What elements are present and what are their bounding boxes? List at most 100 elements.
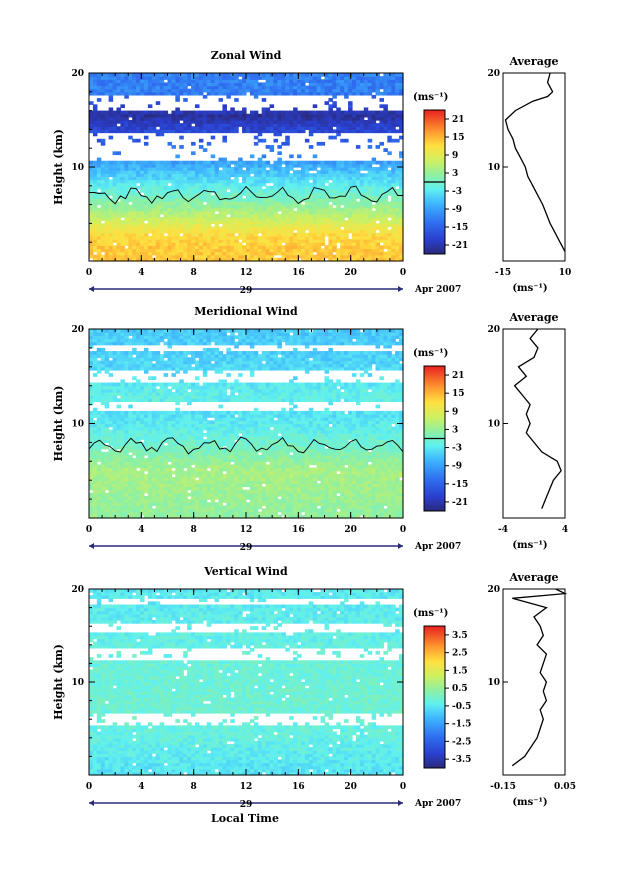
heatmap-cell — [108, 182, 114, 187]
heatmap-cell — [253, 254, 259, 259]
heatmap-cell — [351, 88, 357, 93]
heatmap-cell — [234, 226, 239, 231]
heatmap-cell — [194, 195, 200, 199]
heatmap-cell — [132, 204, 137, 209]
heatmap-cell — [273, 126, 278, 130]
heatmap-cell — [261, 138, 267, 143]
heatmap-cell — [143, 85, 149, 90]
heatmap-cell — [391, 239, 396, 243]
heatmap-cell — [371, 116, 377, 121]
heatmap-cell — [332, 242, 337, 246]
heatmap-cell — [155, 179, 161, 184]
heatmap-cell — [249, 192, 255, 196]
heatmap-cell — [183, 163, 188, 168]
heatmap-cell — [242, 79, 247, 83]
heatmap-cell — [89, 101, 94, 105]
heatmap-cell — [202, 245, 208, 250]
heatmap-cell — [387, 173, 392, 177]
heatmap-cell — [261, 82, 267, 87]
heatmap-cell — [246, 79, 251, 83]
heatmap-cell — [324, 201, 330, 206]
heatmap-cell — [151, 192, 157, 196]
heatmap-cell — [218, 226, 224, 231]
heatmap-cell — [112, 188, 118, 193]
heatmap-cell — [308, 217, 314, 221]
x-tick-label: 20 — [344, 268, 357, 278]
heatmap-cell — [108, 192, 114, 196]
heatmap-cell — [387, 160, 392, 165]
heatmap-cell — [246, 129, 251, 134]
heatmap-cell — [355, 248, 361, 253]
heatmap-cell — [371, 195, 377, 199]
heatmap-cell — [269, 79, 275, 83]
heatmap-cell — [132, 245, 137, 250]
heatmap-cell — [289, 176, 294, 181]
heatmap-cell — [132, 214, 137, 218]
heatmap-cell — [206, 113, 212, 118]
heatmap-cell — [167, 129, 173, 134]
heatmap-cell — [344, 188, 349, 193]
heatmap-cell — [269, 242, 275, 246]
heatmap-cell — [100, 160, 106, 165]
heatmap-cell — [285, 198, 290, 203]
heatmap-cell — [351, 235, 357, 240]
heatmap-cell — [104, 116, 110, 121]
heatmap-cell — [108, 254, 114, 259]
heatmap-cell — [234, 229, 239, 234]
heatmap-cell — [136, 223, 141, 228]
heatmap-cell — [332, 245, 337, 250]
heatmap-cell — [383, 182, 388, 187]
heatmap-cell — [336, 176, 341, 181]
heatmap-cell — [202, 148, 208, 152]
heatmap-cell — [285, 204, 290, 209]
heatmap-cell — [175, 170, 180, 174]
heatmap-cell — [261, 160, 267, 165]
heatmap-cell — [132, 254, 137, 259]
heatmap-cell — [198, 214, 204, 218]
heatmap-cell — [297, 110, 302, 115]
heatmap-cell — [391, 160, 396, 165]
heatmap-cell — [96, 129, 102, 134]
heatmap-cell — [253, 82, 259, 87]
heatmap-cell — [96, 167, 102, 171]
heatmap-cell — [348, 129, 353, 134]
heatmap-cell — [344, 232, 349, 237]
heatmap-cell — [340, 113, 345, 118]
heatmap-cell — [304, 85, 310, 90]
heatmap-cell — [308, 116, 314, 121]
heatmap-cell — [273, 248, 278, 253]
heatmap-cell — [344, 179, 349, 184]
heatmap-cell — [379, 110, 384, 115]
heatmap-cell — [375, 195, 381, 199]
heatmap-cell — [257, 223, 263, 228]
heatmap-cell — [96, 113, 102, 118]
heatmap-cell — [175, 201, 180, 206]
heatmap-cell — [308, 110, 314, 115]
heatmap-cell — [371, 110, 377, 115]
heatmap-cell — [387, 188, 392, 193]
heatmap-cell — [222, 113, 227, 118]
heatmap-cell — [214, 82, 220, 87]
heatmap-cell — [104, 226, 110, 231]
heatmap-cell — [112, 207, 118, 212]
heatmap-cell — [155, 120, 161, 124]
heatmap-cell — [167, 245, 173, 250]
heatmap-cell — [147, 192, 153, 196]
heatmap-cell — [234, 198, 239, 203]
heatmap-cell — [206, 116, 212, 121]
heatmap-cell — [151, 116, 157, 121]
heatmap-cell — [147, 116, 153, 121]
heatmap-cell — [300, 170, 306, 174]
heatmap-cell — [238, 195, 243, 199]
heatmap-cell — [246, 214, 251, 218]
heatmap-cell — [304, 113, 310, 118]
heatmap-cell — [210, 116, 216, 121]
heatmap-cell — [316, 185, 322, 190]
heatmap-cell — [124, 185, 129, 190]
heatmap-cell — [128, 167, 133, 171]
heatmap-cell — [163, 239, 169, 243]
heatmap-cell — [171, 173, 176, 177]
heatmap-cell — [143, 135, 149, 140]
heatmap-cell — [367, 163, 373, 168]
heatmap-cell — [391, 254, 396, 259]
